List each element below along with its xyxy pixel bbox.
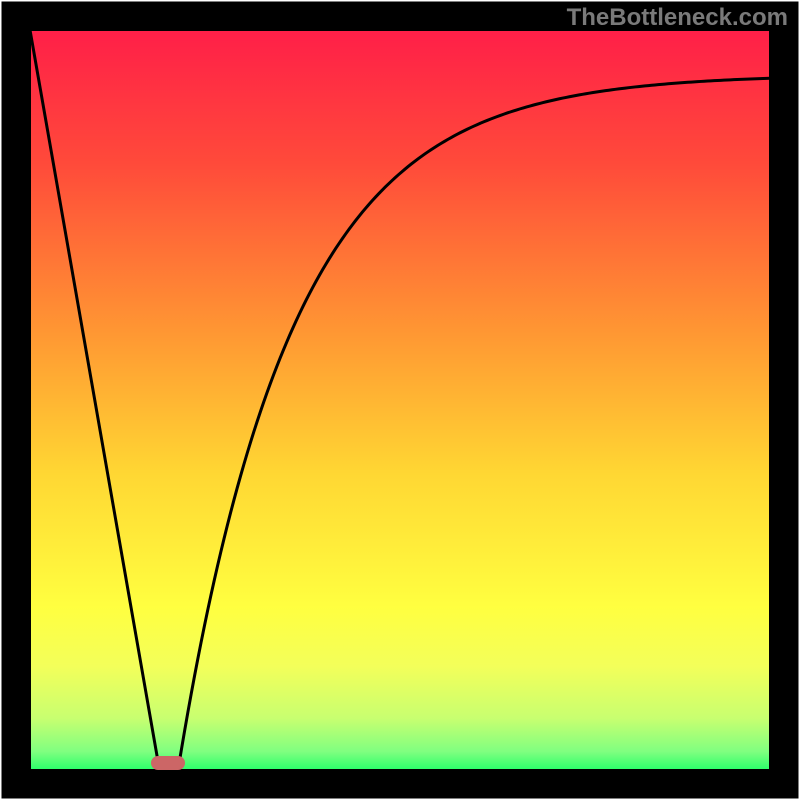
chart-container: TheBottleneck.com [0, 0, 800, 800]
watermark-text: TheBottleneck.com [567, 4, 788, 32]
highlight-marker [151, 756, 185, 770]
chart-svg [0, 0, 800, 800]
